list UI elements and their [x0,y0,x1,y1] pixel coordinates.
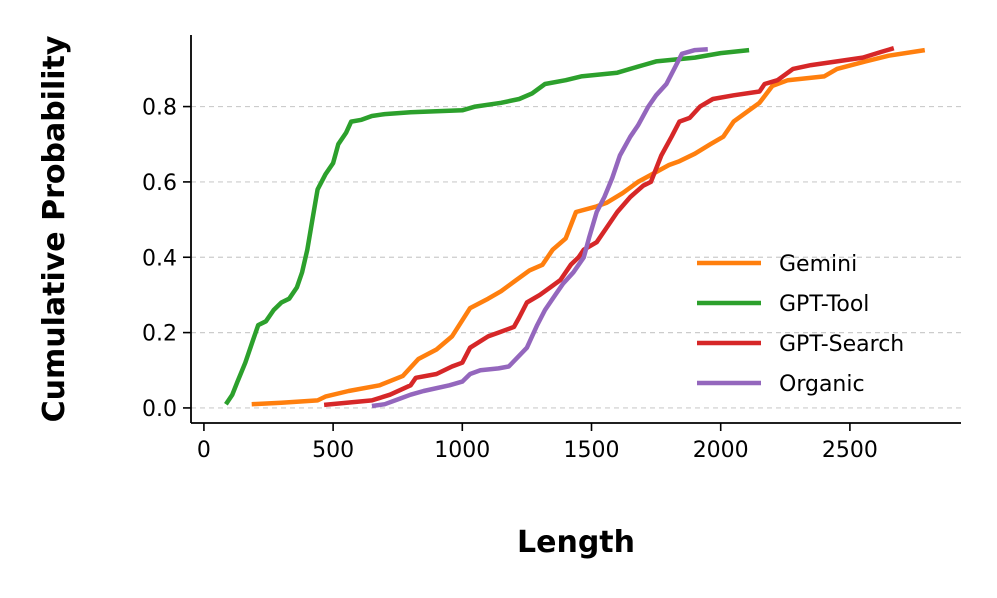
legend-label-gpt-tool: GPT-Tool [779,292,869,317]
series-line-organic [371,47,708,409]
series-line-gemini [251,47,926,407]
y-tick-label: 0.8 [142,96,177,121]
y-axis-title: Cumulative Probability [37,35,72,422]
legend-label-organic: Organic [779,372,865,397]
legend: Gemini GPT-Tool GPT-Search Organic [697,252,904,397]
legend-label-gpt-search: GPT-Search [779,332,904,357]
legend-label-gemini: Gemini [779,252,857,277]
x-tick-label: 2500 [822,438,878,463]
x-tick-label: 1000 [434,438,490,463]
series-line-gpt-search [323,46,895,408]
x-tick-label: 500 [312,438,354,463]
y-axis-ticks: 0.0 0.2 0.4 0.6 0.8 [142,96,191,422]
y-tick-label: 0.0 [142,397,177,422]
x-axis-title: Length [517,525,635,560]
series-line-gpt-tool [224,47,750,406]
x-tick-label: 2000 [693,438,749,463]
y-tick-label: 0.4 [142,246,177,271]
x-tick-label: 1500 [564,438,620,463]
y-tick-label: 0.2 [142,322,177,347]
y-tick-label: 0.6 [142,171,177,196]
x-axis-ticks: 0 500 1000 1500 2000 2500 [197,423,878,463]
axes [190,35,961,424]
x-tick-label: 0 [197,438,211,463]
series-lines [224,46,926,409]
